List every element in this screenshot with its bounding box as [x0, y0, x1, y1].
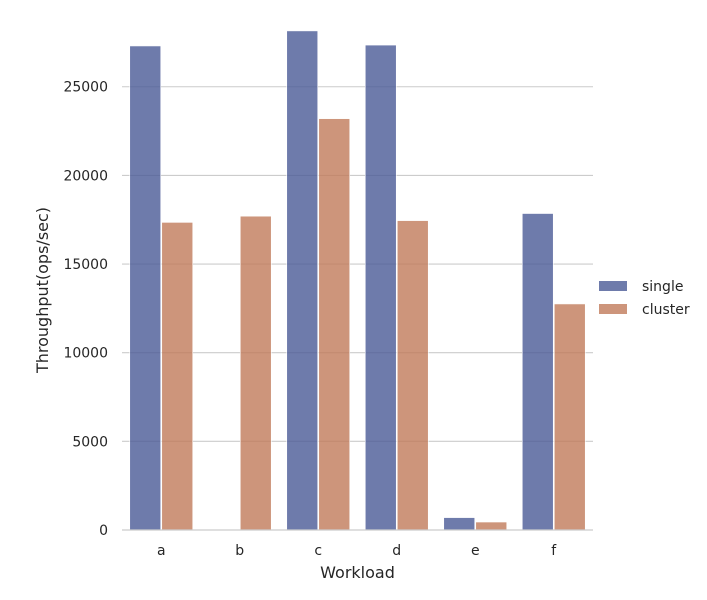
x-tick-label: b [235, 543, 244, 559]
bars [129, 30, 586, 531]
bar-single-e [443, 517, 476, 531]
legend-swatch-single [599, 281, 627, 291]
x-tick-label: c [314, 543, 322, 559]
x-tick-label: d [392, 543, 401, 559]
legend: single cluster [599, 279, 690, 318]
y-tick-label: 5000 [72, 434, 108, 450]
bar-cluster-d [396, 220, 429, 531]
x-axis-label: Workload [320, 563, 395, 582]
bar-single-c [286, 30, 319, 531]
y-tick-label: 10000 [63, 346, 108, 362]
y-tick-label: 15000 [63, 257, 108, 273]
y-tick-label: 20000 [63, 168, 108, 184]
bar-cluster-b [239, 215, 272, 531]
y-tick-label: 25000 [63, 80, 108, 96]
gridlines [122, 86, 593, 442]
bar-cluster-f [553, 303, 586, 531]
y-axis-label: Throughput(ops/sec) [33, 207, 52, 374]
y-tick-label: 0 [99, 523, 108, 539]
bar-cluster-e [475, 521, 508, 531]
x-tick-label: e [471, 543, 480, 559]
bar-cluster-a [161, 222, 194, 531]
bar-single-f [521, 213, 554, 531]
x-tick-label: f [551, 543, 557, 559]
bar-cluster-c [318, 118, 351, 531]
legend-label-cluster: cluster [642, 302, 690, 318]
bar-single-a [129, 45, 162, 531]
x-tick-label: a [157, 543, 166, 559]
y-tick-labels: 0 5000 10000 15000 20000 25000 [63, 80, 108, 539]
bar-single-d [364, 44, 397, 531]
legend-swatch-cluster [599, 304, 627, 314]
legend-label-single: single [642, 279, 683, 295]
x-tick-labels: a b c d e f [157, 543, 557, 559]
